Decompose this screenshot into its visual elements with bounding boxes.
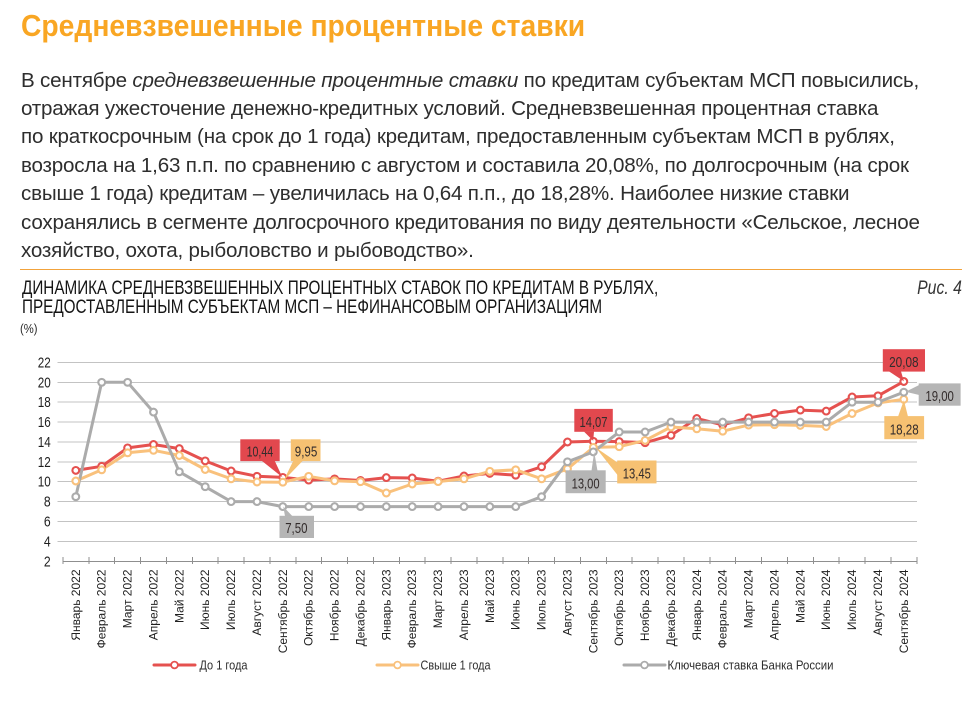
svg-text:Апрель 2024: Апрель 2024 <box>768 569 782 640</box>
svg-text:Март 2023: Март 2023 <box>431 569 445 628</box>
svg-text:Июль 2024: Июль 2024 <box>845 569 859 630</box>
svg-text:4: 4 <box>44 534 51 550</box>
svg-text:10: 10 <box>38 475 51 491</box>
svg-text:Декабрь 2022: Декабрь 2022 <box>354 569 368 646</box>
svg-text:6: 6 <box>44 515 51 531</box>
svg-text:12: 12 <box>38 455 51 471</box>
svg-text:Май 2022: Май 2022 <box>172 569 186 623</box>
svg-text:20: 20 <box>38 375 51 391</box>
svg-text:Сентябрь 2024: Сентябрь 2024 <box>897 569 911 653</box>
svg-text:Май 2023: Май 2023 <box>483 569 497 623</box>
svg-text:20,08: 20,08 <box>889 354 919 371</box>
svg-text:Январь 2024: Январь 2024 <box>690 569 704 640</box>
svg-text:Февраль 2023: Февраль 2023 <box>405 569 419 648</box>
svg-text:2: 2 <box>44 554 51 570</box>
svg-text:Свыше 1 года: Свыше 1 года <box>421 658 491 672</box>
svg-text:18: 18 <box>38 395 51 411</box>
svg-text:10,44: 10,44 <box>247 443 274 460</box>
svg-text:Февраль 2022: Февраль 2022 <box>95 569 109 648</box>
svg-text:Ноябрь 2022: Ноябрь 2022 <box>328 569 342 641</box>
svg-text:Июнь 2023: Июнь 2023 <box>509 569 523 630</box>
svg-text:Июнь 2022: Июнь 2022 <box>198 569 212 630</box>
svg-text:Февраль 2024: Февраль 2024 <box>716 569 730 648</box>
svg-text:Ключевая ставка Банка России: Ключевая ставка Банка России <box>668 658 834 672</box>
svg-text:19,00: 19,00 <box>925 388 954 405</box>
svg-text:Апрель 2023: Апрель 2023 <box>457 569 471 640</box>
svg-text:Апрель 2022: Апрель 2022 <box>147 569 161 640</box>
svg-text:Ноябрь 2023: Ноябрь 2023 <box>638 569 652 641</box>
svg-text:Май 2024: Май 2024 <box>793 569 807 623</box>
svg-text:Август 2022: Август 2022 <box>250 569 264 635</box>
svg-text:13,00: 13,00 <box>572 475 600 492</box>
svg-text:18,28: 18,28 <box>890 421 919 438</box>
svg-text:14,07: 14,07 <box>580 414 608 431</box>
svg-text:14: 14 <box>38 435 51 451</box>
svg-text:Март 2024: Март 2024 <box>742 569 756 628</box>
svg-text:Декабрь 2023: Декабрь 2023 <box>664 569 678 646</box>
svg-text:Август 2023: Август 2023 <box>561 569 575 635</box>
svg-text:До 1 года: До 1 года <box>200 658 248 672</box>
svg-text:22: 22 <box>38 355 51 371</box>
svg-text:Октябрь 2022: Октябрь 2022 <box>302 569 316 646</box>
svg-text:Январь 2022: Январь 2022 <box>69 569 83 640</box>
svg-text:Октябрь 2023: Октябрь 2023 <box>612 569 626 646</box>
svg-text:7,50: 7,50 <box>285 520 307 537</box>
svg-text:Июнь 2024: Июнь 2024 <box>819 569 833 630</box>
svg-text:16: 16 <box>38 415 51 431</box>
svg-text:Июль 2023: Июль 2023 <box>535 569 549 630</box>
svg-text:13,45: 13,45 <box>623 466 651 483</box>
svg-text:Январь 2023: Январь 2023 <box>379 569 393 640</box>
svg-text:Сентябрь 2022: Сентябрь 2022 <box>276 569 290 653</box>
svg-text:9,95: 9,95 <box>295 443 318 460</box>
svg-text:Август 2024: Август 2024 <box>871 569 885 635</box>
svg-text:Март 2022: Март 2022 <box>121 569 135 628</box>
svg-text:8: 8 <box>44 495 51 511</box>
svg-text:Сентябрь 2023: Сентябрь 2023 <box>586 569 600 653</box>
svg-text:Июль 2022: Июль 2022 <box>224 569 238 630</box>
